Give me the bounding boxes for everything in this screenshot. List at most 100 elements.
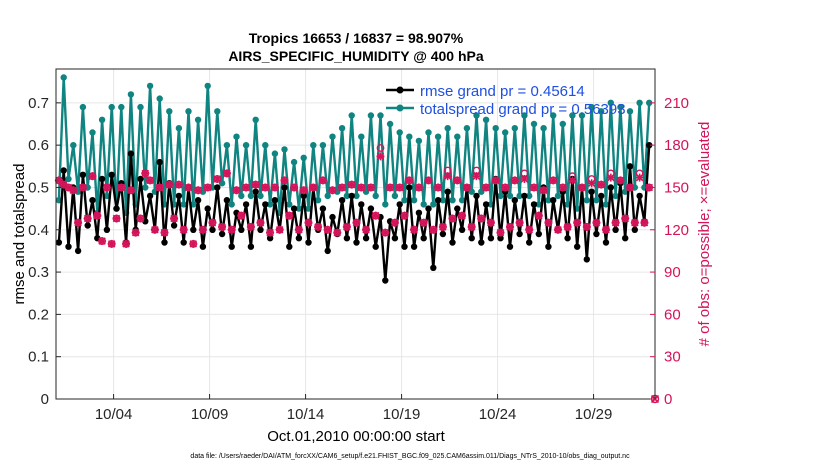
data-point-totalspread: [228, 201, 235, 208]
obs-evaluated-point: [438, 222, 447, 231]
data-point-rmse: [286, 243, 293, 250]
obs-evaluated-point: [155, 183, 164, 192]
data-point-totalspread: [425, 129, 432, 136]
data-point-rmse: [425, 205, 432, 212]
obs-evaluated-point: [131, 228, 140, 237]
obs-evaluated-point: [136, 214, 145, 223]
data-point-totalspread: [588, 103, 595, 111]
data-point-totalspread: [194, 116, 202, 124]
obs-evaluated-point: [222, 169, 231, 178]
obs-evaluated-point: [98, 237, 107, 246]
data-point-totalspread: [444, 125, 451, 132]
data-point-totalspread: [180, 201, 187, 208]
obs-evaluated-point: [198, 225, 207, 234]
obs-evaluated-point: [510, 176, 519, 185]
obs-evaluated-point: [314, 222, 323, 231]
obs-evaluated-point: [453, 176, 462, 185]
data-point-totalspread: [396, 129, 403, 136]
obs-evaluated-point: [434, 183, 443, 192]
obs-evaluated-point: [256, 218, 265, 227]
obs-evaluated-point: [429, 225, 438, 234]
obs-evaluated-point: [237, 211, 246, 220]
legend: rmse grand pr = 0.45614 totalspread gran…: [386, 83, 626, 118]
series-layer: [55, 74, 653, 284]
obs-evaluated-point: [170, 214, 179, 223]
data-point-totalspread: [626, 108, 634, 115]
x-tick-label: 10/19: [383, 406, 421, 423]
y-right-tick-label: 60: [664, 306, 681, 323]
obs-evaluated-point: [525, 225, 534, 234]
data-point-rmse: [199, 243, 207, 250]
data-point-totalspread: [137, 103, 144, 111]
obs-evaluated-point: [371, 211, 380, 220]
data-point-rmse: [482, 201, 490, 208]
data-point-rmse: [338, 197, 346, 204]
data-point-totalspread: [463, 125, 471, 132]
obs-evaluated-point: [208, 218, 217, 227]
data-point-rmse: [238, 226, 245, 233]
obs-evaluated-point: [117, 183, 126, 192]
obs-evaluated-point: [390, 218, 399, 227]
data-point-totalspread: [410, 197, 418, 204]
data-point-rmse: [175, 192, 183, 200]
data-point-rmse: [60, 167, 67, 174]
data-point-rmse: [468, 235, 475, 242]
data-point-rmse: [247, 243, 255, 250]
data-point-totalspread: [482, 116, 490, 124]
data-point-totalspread: [377, 112, 384, 119]
obs-evaluated-point: [424, 176, 433, 185]
data-point-rmse: [343, 235, 351, 242]
obs-evaluated-point: [587, 179, 596, 188]
data-point-rmse: [410, 243, 418, 250]
obs-evaluated-point: [352, 218, 361, 227]
y-left-tick-label: 0.5: [28, 179, 49, 196]
data-point-totalspread: [401, 197, 408, 204]
data-point-rmse: [646, 142, 653, 149]
data-point-rmse: [545, 243, 552, 250]
obs-evaluated-point: [179, 225, 188, 234]
obs-evaluated-point: [414, 183, 423, 192]
obs-evaluated-point: [568, 176, 577, 185]
data-point-rmse: [353, 239, 360, 246]
data-point-totalspread: [473, 112, 480, 119]
data-point-totalspread: [60, 74, 67, 81]
data-point-totalspread: [324, 192, 331, 200]
obs-evaluated-point: [150, 225, 159, 234]
obs-evaluated-point: [107, 239, 116, 248]
obs-evaluated-point: [227, 225, 236, 234]
obs-evaluated-point: [366, 183, 375, 192]
obs-evaluated-point: [491, 176, 500, 185]
obs-evaluated-point: [558, 183, 567, 192]
data-point-totalspread: [118, 103, 125, 111]
obs-evaluated-point: [232, 186, 241, 195]
obs-evaluated-point: [309, 183, 318, 192]
data-point-totalspread: [540, 125, 547, 132]
y-left-tick-label: 0.3: [28, 264, 49, 281]
x-tick-label: 10/09: [191, 406, 229, 423]
obs-evaluated-point: [606, 173, 615, 182]
obs-layer: [54, 144, 660, 404]
y-right-tick-label: 30: [664, 349, 681, 366]
data-point-totalspread: [636, 99, 643, 107]
data-point-rmse: [391, 235, 399, 242]
data-point-rmse: [449, 239, 456, 246]
data-point-totalspread: [79, 103, 87, 111]
y-right-tick-label: 0: [664, 391, 672, 408]
data-point-totalspread: [223, 142, 231, 149]
obs-evaluated-point: [582, 222, 591, 231]
data-point-totalspread: [382, 201, 389, 208]
obs-evaluated-point: [213, 175, 222, 183]
data-point-totalspread: [569, 112, 576, 119]
data-point-rmse: [497, 235, 504, 242]
data-point-totalspread: [458, 197, 466, 204]
data-point-rmse: [204, 205, 211, 212]
data-point-totalspread: [65, 175, 72, 183]
data-point-rmse: [458, 226, 466, 233]
data-point-rmse: [108, 171, 115, 178]
data-point-rmse: [401, 243, 408, 250]
data-point-totalspread: [502, 129, 509, 136]
data-point-totalspread: [214, 108, 221, 115]
data-point-rmse: [420, 235, 427, 242]
data-point-rmse: [598, 192, 605, 200]
